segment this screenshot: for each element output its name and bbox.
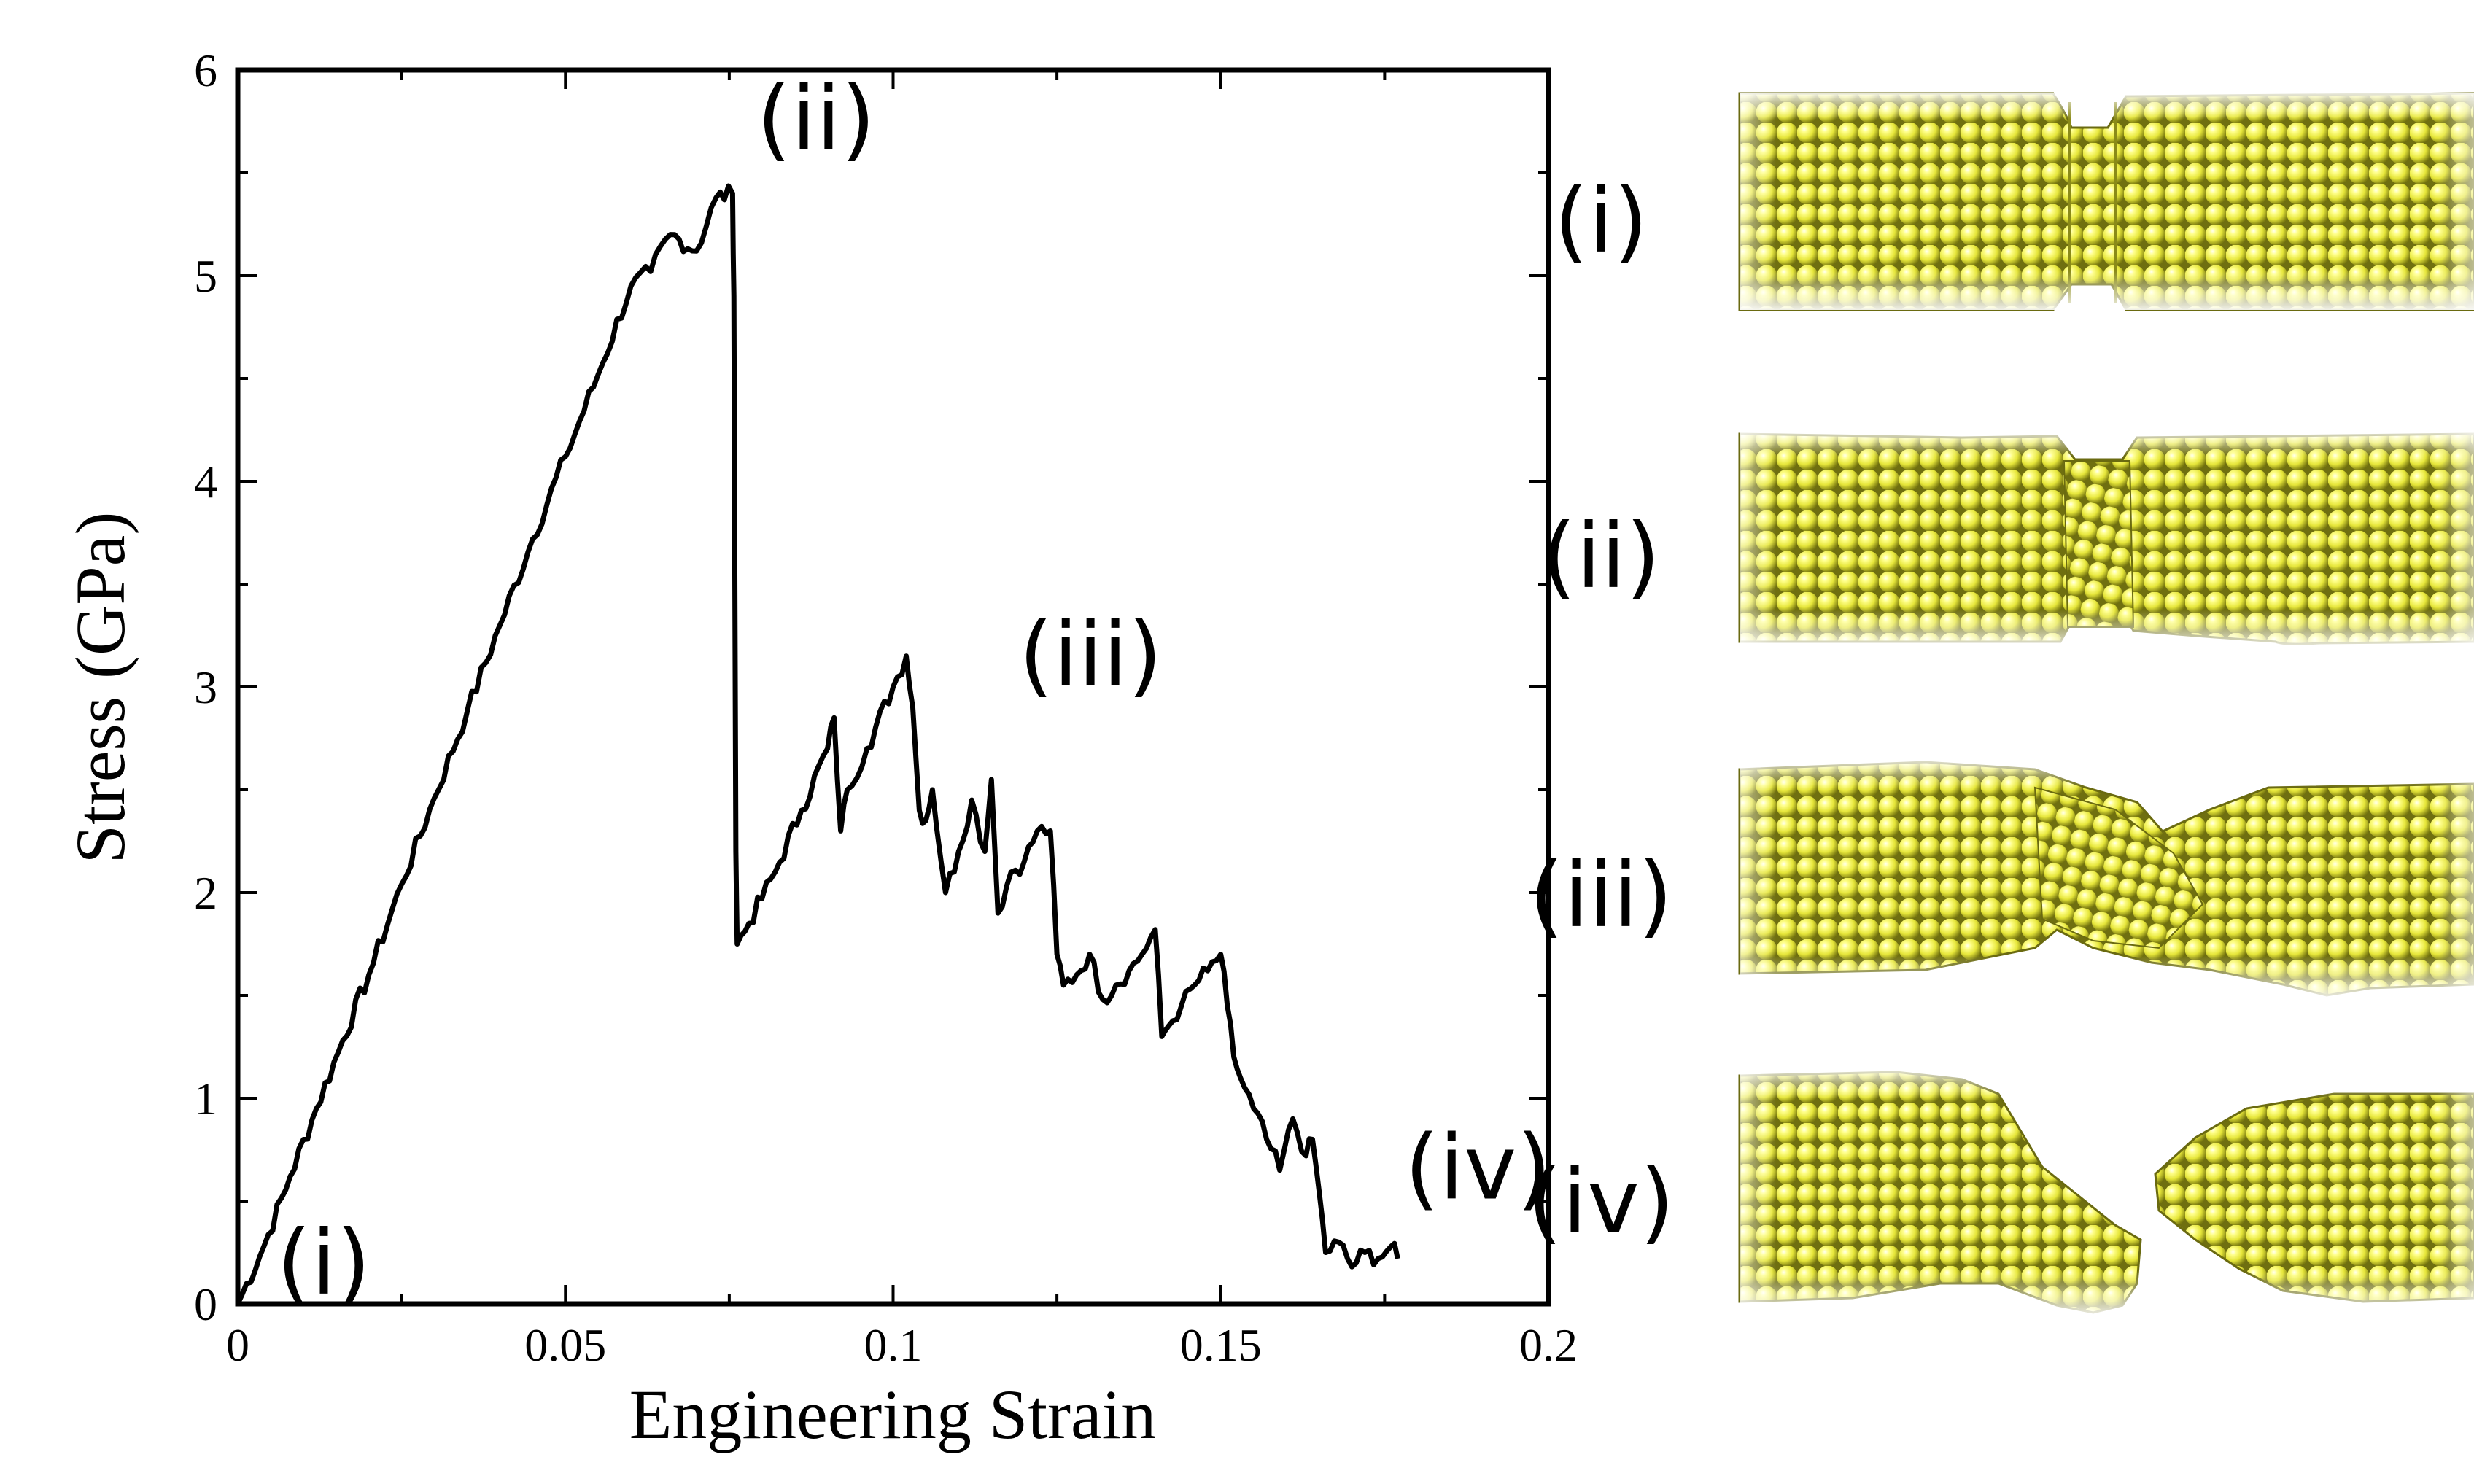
annotation-label: (i) [276, 1211, 371, 1315]
y-tick-label: 4 [194, 456, 217, 508]
panel-i: (i) [1554, 92, 2474, 311]
y-tick-label: 0 [194, 1278, 217, 1330]
stress-strain-plot: 0 0.05 0.1 0.15 0.2 0 1 2 3 4 5 6 Engineering Strai… [61, 44, 1578, 1453]
y-axis-title: Stress (GPa) [61, 512, 139, 864]
panel-iii: (iii) [1529, 758, 2474, 999]
y-tick-label: 3 [194, 661, 217, 713]
annotation-label: (ii) [756, 67, 875, 171]
atomic-nanowire-shear-image [1738, 758, 2474, 999]
x-tick-label: 0.15 [1180, 1319, 1262, 1371]
annotation-label: (iii) [1019, 603, 1163, 707]
x-tick-label: 0.1 [864, 1319, 923, 1371]
x-tick-label: 0.05 [524, 1319, 606, 1371]
panel-ii: (ii) [1542, 430, 2474, 649]
x-tick-label: 0.2 [1519, 1319, 1578, 1371]
stress-strain-line [238, 183, 1400, 1304]
annotation-label: (iv) [1405, 1116, 1551, 1219]
y-tick-label: 6 [194, 44, 217, 96]
y-tick-label: 5 [194, 250, 217, 302]
panel-label-ii: (ii) [1542, 505, 1661, 608]
atomic-nanowire-necking-image [1738, 430, 2474, 649]
axis-ticks [236, 69, 1550, 1305]
panel-label-iv: (iv) [1527, 1150, 1674, 1254]
x-tick-label: 0 [226, 1319, 249, 1371]
panel-label-i: (i) [1554, 169, 1648, 273]
x-axis-title: Engineering Strain [629, 1375, 1156, 1453]
plot-annotations: (i) (ii) (iii) (iv) [276, 67, 1551, 1315]
panel-iv: (iv) [1527, 1068, 2474, 1316]
y-tick-label: 2 [194, 867, 217, 919]
axis-tick-labels: 0 0.05 0.1 0.15 0.2 0 1 2 3 4 5 6 [194, 44, 1578, 1371]
snapshot-panels: (i) (ii) (iii) [1527, 92, 2474, 1316]
atomic-nanowire-intact-image [1738, 92, 2474, 311]
atomic-nanowire-fractured-image [1738, 1068, 2474, 1316]
panel-label-iii: (iii) [1529, 844, 1673, 947]
y-tick-label: 1 [194, 1073, 217, 1124]
